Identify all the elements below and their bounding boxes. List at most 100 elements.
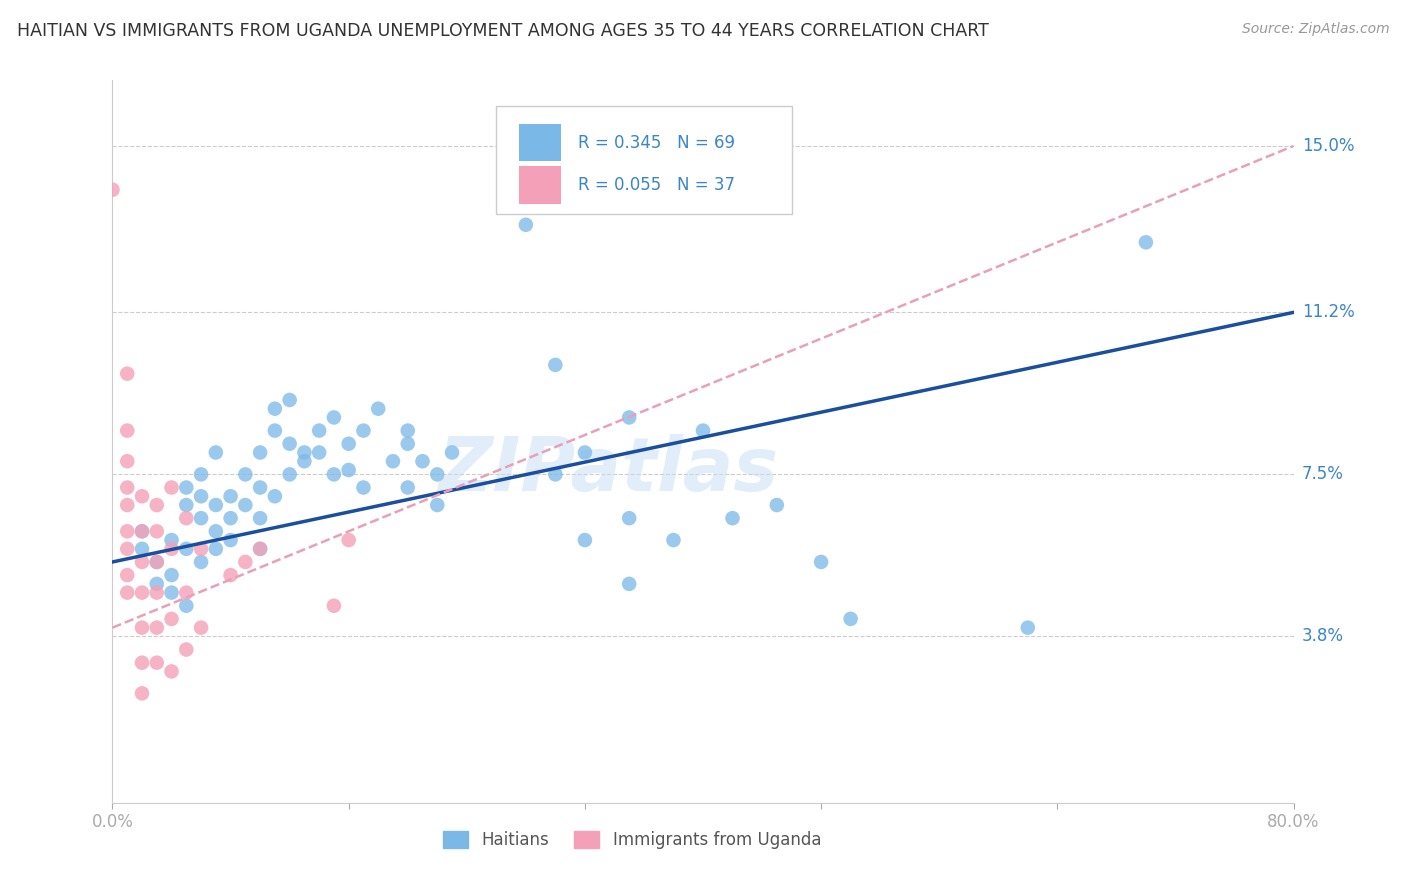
- Point: [249, 445, 271, 459]
- Point: [411, 454, 433, 468]
- Point: [190, 621, 212, 635]
- Point: [190, 555, 212, 569]
- Point: [249, 541, 271, 556]
- Point: [574, 445, 596, 459]
- Point: [337, 436, 360, 450]
- Point: [544, 467, 567, 482]
- Point: [160, 533, 183, 547]
- Point: [117, 541, 138, 556]
- Point: [278, 436, 301, 450]
- Point: [131, 555, 153, 569]
- Point: [219, 568, 242, 582]
- FancyBboxPatch shape: [519, 166, 561, 204]
- Point: [160, 568, 183, 582]
- Point: [264, 489, 287, 503]
- Point: [352, 481, 374, 495]
- Point: [146, 555, 169, 569]
- Text: 15.0%: 15.0%: [1302, 137, 1354, 155]
- Point: [174, 642, 197, 657]
- Text: 11.2%: 11.2%: [1302, 303, 1354, 321]
- Point: [131, 524, 153, 539]
- Point: [117, 568, 138, 582]
- Point: [396, 436, 419, 450]
- FancyBboxPatch shape: [496, 105, 792, 214]
- Point: [426, 498, 449, 512]
- Point: [117, 424, 138, 438]
- Text: 7.5%: 7.5%: [1302, 466, 1344, 483]
- Point: [382, 454, 405, 468]
- Point: [174, 585, 197, 599]
- Point: [205, 445, 228, 459]
- Point: [292, 445, 315, 459]
- Point: [219, 489, 242, 503]
- Text: HAITIAN VS IMMIGRANTS FROM UGANDA UNEMPLOYMENT AMONG AGES 35 TO 44 YEARS CORRELA: HAITIAN VS IMMIGRANTS FROM UGANDA UNEMPL…: [17, 22, 988, 40]
- Text: 3.8%: 3.8%: [1302, 627, 1344, 646]
- Text: ZIPatlas: ZIPatlas: [439, 434, 779, 507]
- Point: [219, 511, 242, 525]
- Point: [337, 463, 360, 477]
- Point: [131, 621, 153, 635]
- Point: [233, 467, 256, 482]
- Point: [308, 424, 330, 438]
- Point: [117, 481, 138, 495]
- Point: [249, 481, 271, 495]
- Point: [131, 656, 153, 670]
- Point: [117, 498, 138, 512]
- Point: [396, 481, 419, 495]
- Point: [264, 424, 287, 438]
- Point: [219, 533, 242, 547]
- Point: [308, 445, 330, 459]
- Point: [131, 489, 153, 503]
- Point: [441, 445, 464, 459]
- Point: [160, 541, 183, 556]
- Point: [117, 524, 138, 539]
- Text: R = 0.055   N = 37: R = 0.055 N = 37: [578, 176, 735, 194]
- Point: [117, 585, 138, 599]
- Point: [205, 524, 228, 539]
- Point: [131, 585, 153, 599]
- Point: [292, 454, 315, 468]
- Point: [574, 533, 596, 547]
- Point: [174, 498, 197, 512]
- Point: [337, 533, 360, 547]
- Point: [662, 533, 685, 547]
- Point: [117, 454, 138, 468]
- Point: [323, 467, 346, 482]
- Point: [190, 541, 212, 556]
- Point: [839, 612, 862, 626]
- Text: Source: ZipAtlas.com: Source: ZipAtlas.com: [1241, 22, 1389, 37]
- Point: [1017, 621, 1039, 635]
- Point: [721, 511, 744, 525]
- Point: [160, 585, 183, 599]
- Point: [146, 498, 169, 512]
- Point: [146, 577, 169, 591]
- Point: [146, 585, 169, 599]
- Point: [323, 599, 346, 613]
- Point: [249, 541, 271, 556]
- Point: [190, 511, 212, 525]
- Point: [396, 424, 419, 438]
- Point: [190, 467, 212, 482]
- Point: [174, 481, 197, 495]
- Point: [131, 686, 153, 700]
- Point: [619, 410, 641, 425]
- Point: [146, 621, 169, 635]
- Point: [233, 555, 256, 569]
- Point: [131, 524, 153, 539]
- Point: [205, 541, 228, 556]
- Text: R = 0.345   N = 69: R = 0.345 N = 69: [578, 134, 735, 152]
- Point: [264, 401, 287, 416]
- Point: [117, 367, 138, 381]
- Point: [810, 555, 832, 569]
- Point: [190, 489, 212, 503]
- Point: [160, 481, 183, 495]
- Point: [278, 392, 301, 407]
- Point: [160, 665, 183, 679]
- Point: [160, 612, 183, 626]
- Point: [544, 358, 567, 372]
- Point: [619, 577, 641, 591]
- Point: [352, 424, 374, 438]
- Point: [323, 410, 346, 425]
- Point: [249, 511, 271, 525]
- Point: [515, 218, 537, 232]
